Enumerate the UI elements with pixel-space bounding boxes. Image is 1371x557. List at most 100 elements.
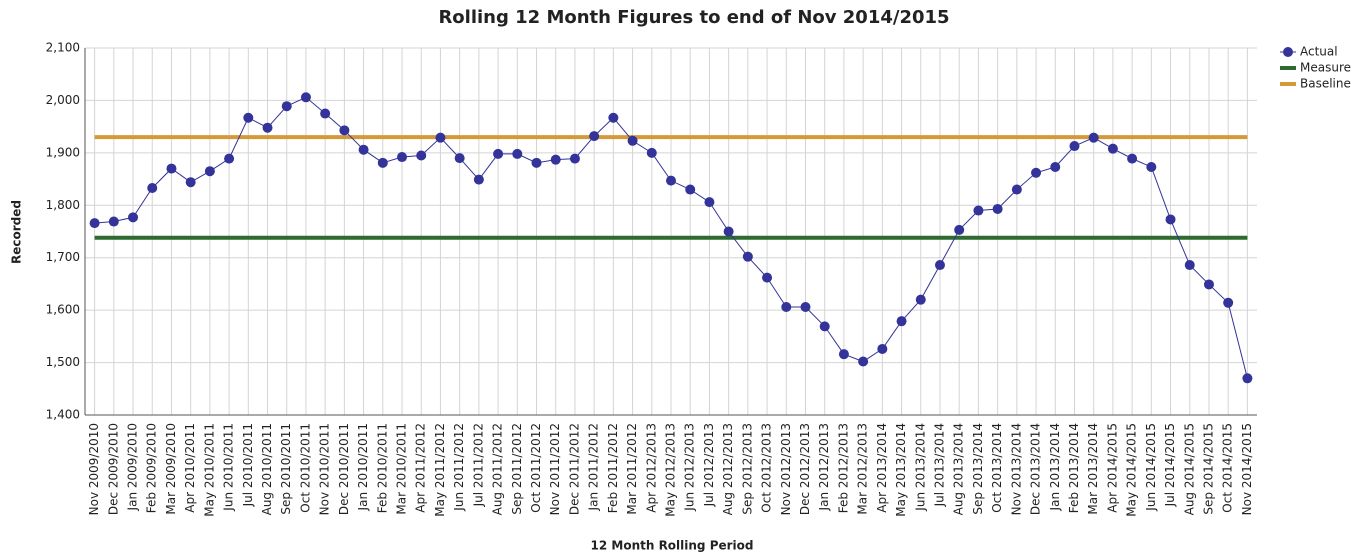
- x-tick-label: Dec 2013/2014: [1029, 423, 1043, 515]
- x-tick-label: Jan 2013/2014: [1048, 423, 1062, 511]
- x-tick-label: Mar 2010/2011: [395, 423, 409, 515]
- data-point: [397, 152, 408, 163]
- x-tick-label: Nov 2011/2012: [548, 423, 562, 515]
- x-tick-label: Dec 2011/2012: [567, 423, 581, 515]
- data-point: [589, 131, 600, 142]
- data-point: [723, 226, 734, 237]
- x-tick-label: Apr 2012/2013: [644, 423, 658, 513]
- data-point: [666, 175, 676, 186]
- data-point: [934, 260, 945, 271]
- x-tick-label: May 2014/2015: [1125, 423, 1139, 517]
- y-tick-label: 1,800: [46, 198, 80, 212]
- x-tick-label: Jan 2009/2010: [126, 423, 140, 511]
- data-point: [973, 205, 984, 216]
- x-tick-label: Mar 2009/2010: [164, 423, 178, 515]
- x-tick-label: Aug 2012/2013: [721, 423, 735, 515]
- x-tick-label: Feb 2009/2010: [145, 423, 159, 513]
- x-tick-label: Mar 2012/2013: [856, 423, 870, 515]
- x-tick-label: Feb 2010/2011: [375, 423, 389, 513]
- x-tick-label: Nov 2010/2011: [318, 423, 332, 515]
- x-tick-label: Aug 2013/2014: [952, 423, 966, 515]
- data-point: [1223, 297, 1234, 308]
- data-point: [915, 294, 926, 305]
- x-tick-label: Jul 2014/2015: [1163, 423, 1177, 507]
- x-tick-label: Nov 2009/2010: [87, 423, 101, 515]
- x-tick-label: Jul 2013/2014: [932, 423, 946, 507]
- y-tick-label: 1,600: [46, 303, 80, 317]
- legend-marker: [1283, 47, 1293, 57]
- data-point: [992, 203, 1003, 214]
- data-point: [1127, 153, 1138, 164]
- data-point: [377, 157, 388, 168]
- x-tick-label: Jun 2014/2015: [1144, 423, 1158, 512]
- data-point: [300, 92, 311, 103]
- x-tick-label: Jul 2012/2013: [702, 423, 716, 507]
- x-tick-label: Feb 2013/2014: [1067, 423, 1081, 513]
- data-point: [858, 356, 869, 367]
- x-tick-label: Dec 2009/2010: [106, 423, 120, 515]
- data-point: [512, 148, 523, 159]
- data-point: [781, 301, 792, 312]
- data-point: [704, 197, 715, 208]
- data-point: [1107, 143, 1118, 154]
- y-tick-label: 1,400: [46, 408, 80, 422]
- x-tick-label: Oct 2010/2011: [298, 423, 312, 513]
- legend-label: Measure: [1300, 61, 1351, 75]
- data-point: [838, 349, 849, 360]
- x-tick-label: Sep 2012/2013: [740, 423, 754, 515]
- data-point: [166, 163, 177, 174]
- legend-label: Actual: [1300, 45, 1338, 59]
- x-tick-label: Aug 2014/2015: [1182, 423, 1196, 515]
- data-point: [1050, 162, 1061, 173]
- chart-title: Rolling 12 Month Figures to end of Nov 2…: [438, 7, 949, 28]
- data-point: [1069, 141, 1080, 152]
- data-point: [224, 153, 235, 164]
- x-tick-label: Oct 2014/2015: [1221, 423, 1235, 513]
- x-tick-label: Apr 2013/2014: [875, 423, 889, 513]
- x-tick-label: Dec 2012/2013: [798, 423, 812, 515]
- x-tick-label: Nov 2014/2015: [1240, 423, 1254, 515]
- x-tick-label: May 2010/2011: [202, 423, 216, 517]
- x-tick-label: Nov 2012/2013: [779, 423, 793, 515]
- data-point: [550, 154, 561, 165]
- data-point: [416, 150, 427, 161]
- x-tick-label: Apr 2011/2012: [414, 423, 428, 513]
- data-point: [493, 148, 504, 159]
- x-tick-label: Jan 2012/2013: [817, 423, 831, 511]
- x-tick-label: Feb 2012/2013: [836, 423, 850, 513]
- x-tick-label: Oct 2013/2014: [990, 423, 1004, 513]
- data-point: [1184, 260, 1195, 271]
- x-tick-label: Jun 2013/2014: [913, 423, 927, 512]
- data-point: [742, 251, 753, 262]
- x-tick-label: Aug 2011/2012: [491, 423, 505, 515]
- data-point: [108, 216, 119, 227]
- data-point: [262, 122, 273, 133]
- x-axis-title: 12 Month Rolling Period: [591, 539, 754, 553]
- x-tick-label: Dec 2010/2011: [337, 423, 351, 515]
- data-point: [762, 272, 773, 283]
- x-tick-label: Aug 2010/2011: [260, 423, 274, 515]
- x-tick-label: Sep 2010/2011: [279, 423, 293, 515]
- data-point: [819, 321, 830, 332]
- data-point: [358, 144, 369, 155]
- y-tick-label: 1,500: [46, 355, 80, 369]
- x-tick-label: Oct 2011/2012: [529, 423, 543, 513]
- x-tick-label: Jul 2011/2012: [471, 423, 485, 507]
- x-tick-label: Oct 2012/2013: [760, 423, 774, 513]
- data-point: [320, 108, 331, 119]
- data-point: [531, 157, 542, 168]
- data-point: [128, 212, 139, 223]
- data-point: [800, 301, 811, 312]
- x-tick-label: Feb 2011/2012: [606, 423, 620, 513]
- data-point: [1242, 373, 1253, 384]
- x-tick-label: Jul 2010/2011: [241, 423, 255, 507]
- data-point: [1011, 184, 1022, 195]
- data-point: [1146, 162, 1157, 173]
- data-point: [339, 125, 350, 136]
- x-tick-label: May 2012/2013: [664, 423, 678, 517]
- x-tick-label: Sep 2011/2012: [510, 423, 524, 515]
- data-point: [877, 343, 888, 354]
- x-tick-label: Sep 2013/2014: [971, 423, 985, 515]
- data-point: [1165, 214, 1176, 225]
